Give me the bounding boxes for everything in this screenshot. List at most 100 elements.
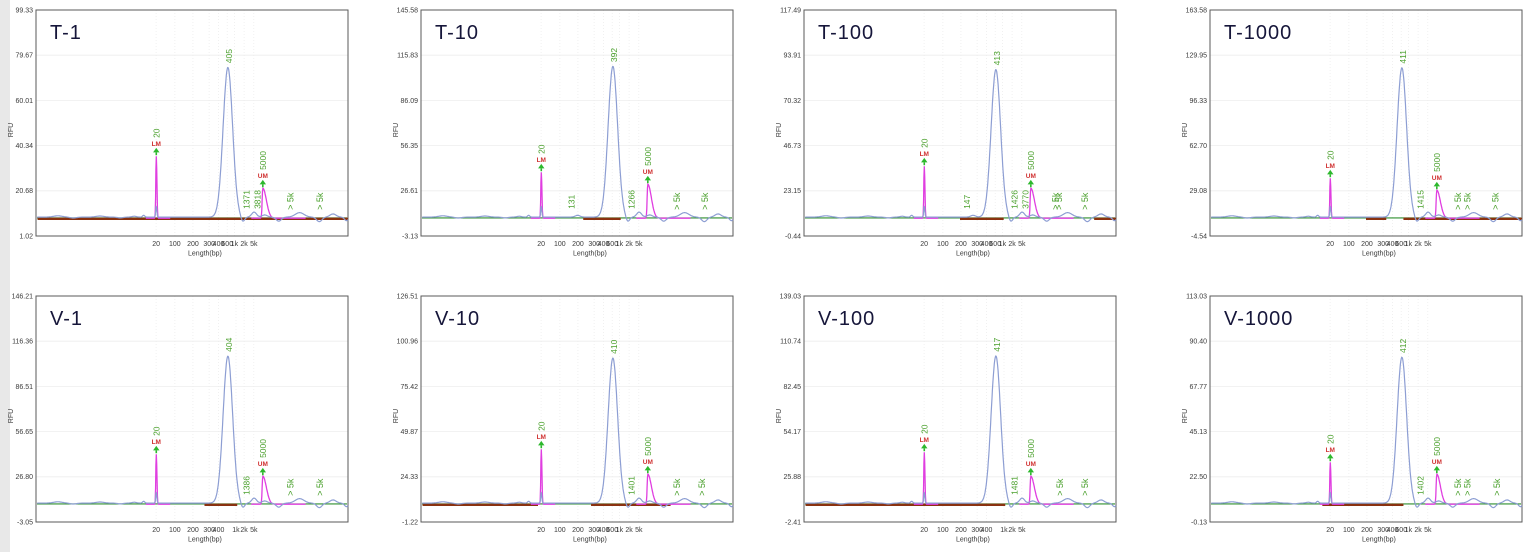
x-tick-label: 2k <box>1414 527 1422 534</box>
x-tick-label: 600 <box>606 241 618 248</box>
upper-marker-arrow-icon <box>644 465 652 471</box>
x-tick-label: 200 <box>955 241 967 248</box>
x-tick-label: 20 <box>920 241 928 248</box>
panel-title: T-1000 <box>1224 22 1292 44</box>
x-tick-label: 200 <box>187 241 199 248</box>
upper-marker-arrow-icon <box>644 175 652 181</box>
x-tick-label: 600 <box>221 241 233 248</box>
upper-marker-bp-label: 5000 <box>643 437 653 456</box>
y-tick-label: -1.22 <box>402 519 418 526</box>
y-axis-title: RFU <box>1182 123 1189 137</box>
lower-marker-arrow-icon <box>1327 169 1334 175</box>
x-axis-title: Length(bp) <box>956 251 990 258</box>
x-tick-label: 100 <box>937 527 949 534</box>
y-axis-title: RFU <box>1182 409 1189 423</box>
x-tick-label: 5k <box>250 241 258 248</box>
sample-trace <box>1211 67 1523 223</box>
lower-marker-arrow-icon <box>1329 174 1332 178</box>
sample-trace <box>422 65 734 223</box>
x-tick-label: 100 <box>554 527 566 534</box>
marker-trace-upper <box>1019 475 1074 505</box>
x-tick-label: 100 <box>1343 527 1355 534</box>
upper-marker-tag: UM <box>258 173 268 180</box>
offscale-label: > 5k <box>285 192 295 210</box>
upper-marker-arrow-icon <box>1433 181 1441 187</box>
upper-marker-arrow-icon <box>1027 179 1035 185</box>
plot-box <box>35 9 349 237</box>
panel-title: T-1 <box>50 22 82 44</box>
panel-title: V-1000 <box>1224 308 1293 330</box>
panel-V-1: LM 20 UM 5000 404 1386 > 5k > 5k 146.21 116.36 86.… <box>0 288 380 552</box>
upper-marker-tag: UM <box>1026 461 1036 468</box>
plot-box <box>1209 295 1523 523</box>
minor-peak-label: 3818 <box>253 190 263 209</box>
lower-marker-arrow-icon <box>923 448 926 452</box>
minor-peak-label: 1386 <box>242 476 252 495</box>
x-tick-label: 20 <box>1326 241 1334 248</box>
panel-T-10: LM 20 UM 5000 392 131 1266 > 5k > 5k 145.58 115.83… <box>385 2 765 266</box>
y-tick-label: -4.54 <box>1191 233 1207 240</box>
y-tick-label: -0.13 <box>1191 519 1207 526</box>
marker-trace-upper <box>1425 473 1480 505</box>
y-tick-label: 26.61 <box>400 188 418 195</box>
x-tick-label: 1k <box>232 527 240 534</box>
offscale-label: > 5k <box>315 192 325 210</box>
main-peak-label: 392 <box>609 48 619 62</box>
x-axis-title: Length(bp) <box>573 537 607 544</box>
lower-marker-arrow-icon <box>923 162 926 166</box>
y-tick-label: 23.15 <box>783 188 801 195</box>
marker-trace-upper <box>636 182 691 219</box>
offscale-label: > 5k <box>1080 192 1090 210</box>
upper-marker-arrow-icon <box>647 180 649 184</box>
y-tick-label: 115.83 <box>397 53 418 60</box>
y-tick-label: 1.02 <box>19 233 33 240</box>
offscale-label: > 5k <box>1055 478 1065 496</box>
sample-trace <box>37 355 349 509</box>
x-tick-label: 5k <box>1018 527 1026 534</box>
plot-box <box>803 295 1117 523</box>
sample-trace <box>37 66 349 223</box>
upper-marker-arrow-icon <box>1027 467 1035 473</box>
upper-marker-arrow-icon <box>1433 465 1441 471</box>
lower-marker-tag: LM <box>152 141 161 148</box>
lower-marker-bp-label: 20 <box>919 424 929 434</box>
y-tick-label: -2.41 <box>785 519 801 526</box>
x-tick-label: 1k <box>1000 527 1008 534</box>
main-peak-label: 405 <box>224 49 234 63</box>
upper-marker-arrow-icon <box>1030 472 1032 476</box>
lower-marker-tag: LM <box>537 157 546 164</box>
minor-peak-label: 3770 <box>1021 190 1031 209</box>
upper-marker-bp-label: 5000 <box>1026 151 1036 170</box>
x-tick-label: 400 <box>213 527 225 534</box>
upper-marker-arrow-icon <box>1436 470 1438 474</box>
x-tick-label: 2k <box>1008 527 1016 534</box>
minor-peak-label: 147 <box>962 194 972 208</box>
lower-marker-tag: LM <box>537 434 546 441</box>
offscale-label: > 5k <box>1080 478 1090 496</box>
panel-T-100: LM 20 UM 5000 413 147 1426 3770 > 5k > 5k > 5k 117.… <box>768 2 1148 266</box>
y-axis-title: RFU <box>776 123 783 137</box>
x-tick-label: 200 <box>572 241 584 248</box>
marker-trace-lower <box>913 166 939 219</box>
upper-marker-tag: UM <box>1432 175 1442 182</box>
lower-marker-bp-label: 20 <box>1325 150 1335 160</box>
upper-marker-tag: UM <box>643 169 653 176</box>
lower-marker-tag: LM <box>152 439 161 446</box>
y-tick-label: 67.77 <box>1189 384 1207 391</box>
x-tick-label: 600 <box>989 241 1001 248</box>
x-tick-label: 2k <box>625 527 633 534</box>
offscale-label: > 5k <box>1050 192 1060 210</box>
lower-marker-bp-label: 20 <box>151 128 161 138</box>
lower-marker-arrow-icon <box>155 450 158 454</box>
upper-marker-arrow-icon <box>1030 184 1032 188</box>
x-tick-label: 20 <box>537 241 545 248</box>
y-tick-label: 113.03 <box>1186 293 1207 300</box>
x-axis-title: Length(bp) <box>956 537 990 544</box>
upper-marker-bp-label: 5000 <box>258 439 268 458</box>
x-axis-title: Length(bp) <box>1362 251 1396 258</box>
offscale-label: > 5k <box>1492 478 1502 496</box>
upper-marker-tag: UM <box>1432 459 1442 466</box>
electropherogram-T-1: LM 20 UM 5000 405 1371 3818 > 5k > 5k 99.33 79.67 6… <box>8 7 349 258</box>
x-tick-label: 200 <box>187 527 199 534</box>
